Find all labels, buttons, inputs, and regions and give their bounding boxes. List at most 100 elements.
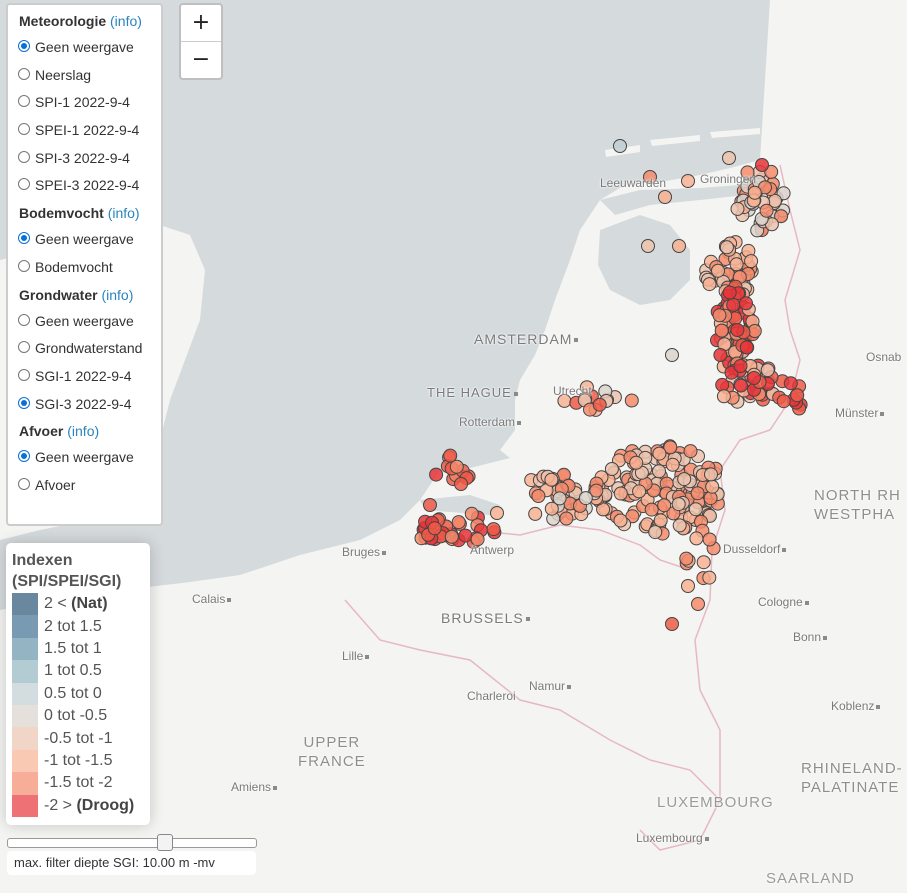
radio-button[interactable]	[18, 67, 30, 80]
station-marker[interactable]	[702, 532, 717, 547]
radio-button[interactable]	[18, 259, 30, 272]
station-marker[interactable]	[705, 479, 720, 494]
station-marker[interactable]	[739, 296, 753, 311]
station-marker[interactable]	[451, 515, 466, 530]
station-marker[interactable]	[679, 551, 694, 566]
depth-slider-track[interactable]	[7, 838, 257, 848]
station-marker[interactable]	[663, 440, 678, 455]
station-marker[interactable]	[648, 525, 663, 540]
station-marker[interactable]	[715, 377, 730, 392]
radio-button[interactable]	[18, 232, 30, 245]
radio-button[interactable]	[18, 313, 30, 326]
station-marker[interactable]	[733, 359, 748, 373]
layer-option[interactable]: Geen weergave	[15, 229, 161, 257]
station-marker[interactable]	[458, 528, 473, 543]
station-marker[interactable]	[613, 139, 627, 153]
layer-option[interactable]: SPEI-3 2022-9-4	[15, 175, 161, 203]
station-marker[interactable]	[688, 502, 703, 517]
station-marker[interactable]	[624, 393, 639, 408]
station-marker[interactable]	[690, 486, 705, 501]
depth-slider-handle[interactable]	[157, 834, 173, 851]
station-marker[interactable]	[689, 531, 704, 546]
info-link[interactable]: (info)	[67, 423, 100, 440]
station-marker[interactable]	[713, 348, 728, 362]
station-marker[interactable]	[714, 323, 729, 338]
station-marker[interactable]	[486, 522, 501, 537]
station-marker[interactable]	[719, 240, 734, 255]
layer-option[interactable]: Afvoer	[15, 475, 161, 503]
station-marker[interactable]	[592, 397, 607, 412]
station-marker[interactable]	[671, 497, 686, 512]
station-marker[interactable]	[470, 532, 485, 547]
station-marker[interactable]	[739, 340, 754, 355]
station-marker[interactable]	[683, 444, 698, 459]
station-marker[interactable]	[744, 254, 759, 269]
station-marker[interactable]	[790, 388, 805, 403]
station-marker[interactable]	[454, 477, 468, 491]
info-link[interactable]: (info)	[107, 205, 140, 222]
station-marker[interactable]	[629, 455, 644, 470]
station-marker[interactable]	[449, 459, 464, 474]
station-marker[interactable]	[726, 297, 741, 312]
station-marker[interactable]	[665, 348, 679, 362]
layer-option[interactable]: Geen weergave	[15, 447, 161, 475]
station-marker[interactable]	[760, 363, 775, 378]
station-marker[interactable]	[528, 506, 543, 521]
station-marker[interactable]	[578, 491, 593, 506]
station-marker[interactable]	[677, 472, 692, 487]
station-marker[interactable]	[691, 597, 705, 611]
station-marker[interactable]	[559, 511, 574, 526]
radio-button[interactable]	[18, 368, 30, 381]
station-marker[interactable]	[672, 518, 687, 533]
layer-option[interactable]: Grondwaterstand	[15, 338, 161, 366]
layer-option[interactable]: SPI-3 2022-9-4	[15, 148, 161, 176]
station-marker[interactable]	[740, 165, 755, 180]
radio-button[interactable]	[18, 178, 30, 191]
station-marker[interactable]	[444, 529, 459, 544]
station-marker[interactable]	[716, 389, 731, 404]
station-marker[interactable]	[464, 506, 479, 521]
station-marker[interactable]	[702, 570, 717, 585]
station-marker[interactable]	[531, 489, 546, 503]
station-marker[interactable]	[776, 394, 791, 409]
station-marker[interactable]	[653, 513, 668, 528]
station-marker[interactable]	[734, 378, 748, 393]
station-markers[interactable]	[414, 139, 808, 631]
layer-option[interactable]: Bodemvocht	[15, 257, 161, 285]
station-marker[interactable]	[704, 467, 718, 482]
layer-option[interactable]: Neerslag	[15, 65, 161, 93]
zoom-in-button[interactable]: +	[191, 10, 211, 35]
station-marker[interactable]	[657, 498, 672, 513]
station-marker[interactable]	[552, 491, 567, 506]
info-link[interactable]: (info)	[101, 286, 134, 303]
station-marker[interactable]	[696, 555, 711, 570]
layer-option[interactable]: SPI-1 2022-9-4	[15, 92, 161, 120]
layer-option[interactable]: SPEI-1 2022-9-4	[15, 120, 161, 148]
station-marker[interactable]	[643, 170, 657, 184]
radio-button[interactable]	[18, 95, 30, 108]
station-marker[interactable]	[665, 617, 679, 631]
layer-option[interactable]: SGI-1 2022-9-4	[15, 366, 161, 394]
info-link[interactable]: (info)	[110, 13, 142, 29]
station-marker[interactable]	[652, 464, 666, 479]
station-marker[interactable]	[672, 239, 686, 253]
station-marker[interactable]	[702, 277, 717, 292]
radio-button[interactable]	[18, 40, 30, 52]
station-marker[interactable]	[644, 502, 659, 517]
radio-button[interactable]	[18, 450, 30, 463]
station-marker[interactable]	[613, 513, 628, 528]
station-marker[interactable]	[544, 501, 559, 516]
station-marker[interactable]	[681, 174, 695, 188]
station-marker[interactable]	[427, 521, 442, 536]
radio-button[interactable]	[18, 396, 30, 409]
station-marker[interactable]	[774, 209, 789, 224]
station-marker[interactable]	[423, 498, 437, 512]
station-marker[interactable]	[613, 486, 628, 501]
station-marker[interactable]	[652, 446, 667, 461]
station-marker[interactable]	[730, 201, 745, 216]
station-marker[interactable]	[722, 151, 736, 165]
station-marker[interactable]	[711, 263, 725, 278]
station-marker[interactable]	[641, 239, 655, 253]
station-marker[interactable]	[658, 190, 672, 204]
station-marker[interactable]	[589, 483, 604, 498]
